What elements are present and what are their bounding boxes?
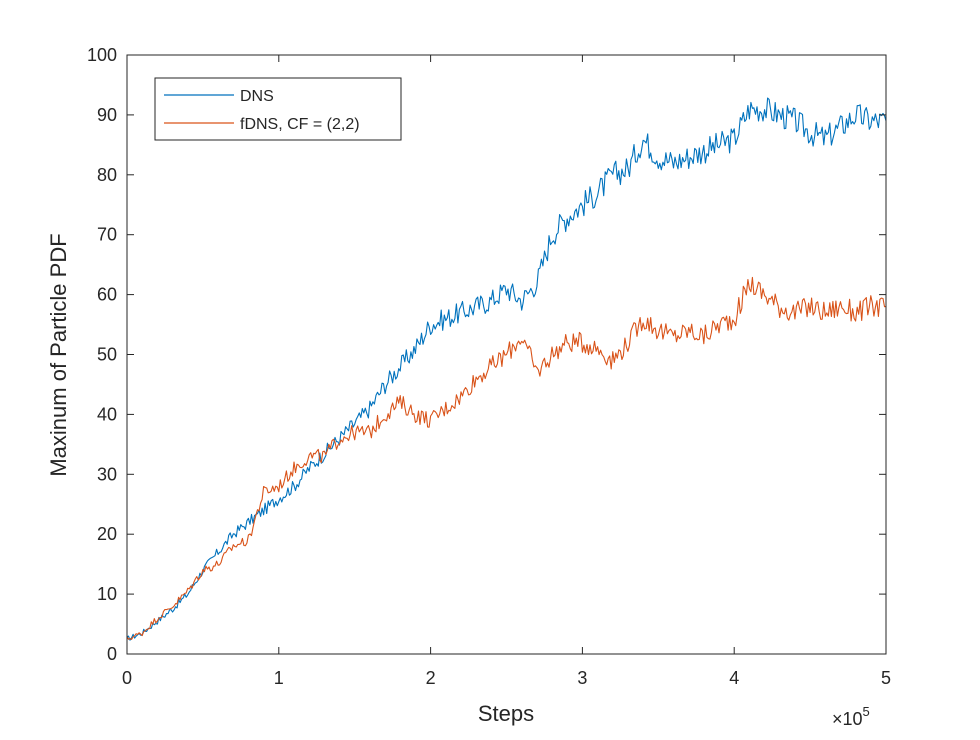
x-axis-multiplier-base: ×10 xyxy=(832,709,863,729)
y-tick-label: 10 xyxy=(97,584,117,604)
x-axis-multiplier-exponent: 5 xyxy=(863,704,870,719)
x-tick-label: 2 xyxy=(426,668,436,688)
y-tick-label: 0 xyxy=(107,644,117,664)
x-tick-label: 5 xyxy=(881,668,891,688)
series-line-fdns xyxy=(126,276,887,640)
y-tick-label: 40 xyxy=(97,404,117,424)
legend-label-dns: DNS xyxy=(240,88,274,105)
legend-label-fdns: fDNS, CF = (2,2) xyxy=(240,116,360,133)
x-tick-label: 1 xyxy=(274,668,284,688)
y-tick-label: 30 xyxy=(97,464,117,484)
y-tick-label: 80 xyxy=(97,165,117,185)
y-tick-label: 100 xyxy=(87,45,117,65)
y-tick-label: 70 xyxy=(97,225,117,245)
y-tick-label: 20 xyxy=(97,524,117,544)
x-tick-label: 4 xyxy=(729,668,739,688)
x-tick-label: 0 xyxy=(122,668,132,688)
y-tick-label: 60 xyxy=(97,285,117,305)
legend-box xyxy=(154,77,402,141)
x-tick-label: 3 xyxy=(577,668,587,688)
series-line-dns xyxy=(126,97,887,641)
y-tick-label: 50 xyxy=(97,345,117,365)
x-axis-multiplier: ×105 xyxy=(832,704,870,729)
legend: DNS fDNS, CF = (2,2) xyxy=(154,77,402,141)
x-axis-label: Steps xyxy=(478,701,534,726)
y-tick-label: 90 xyxy=(97,105,117,125)
y-axis-label: Maxinum of Particle PDF xyxy=(46,233,71,476)
series-layer xyxy=(126,97,887,641)
